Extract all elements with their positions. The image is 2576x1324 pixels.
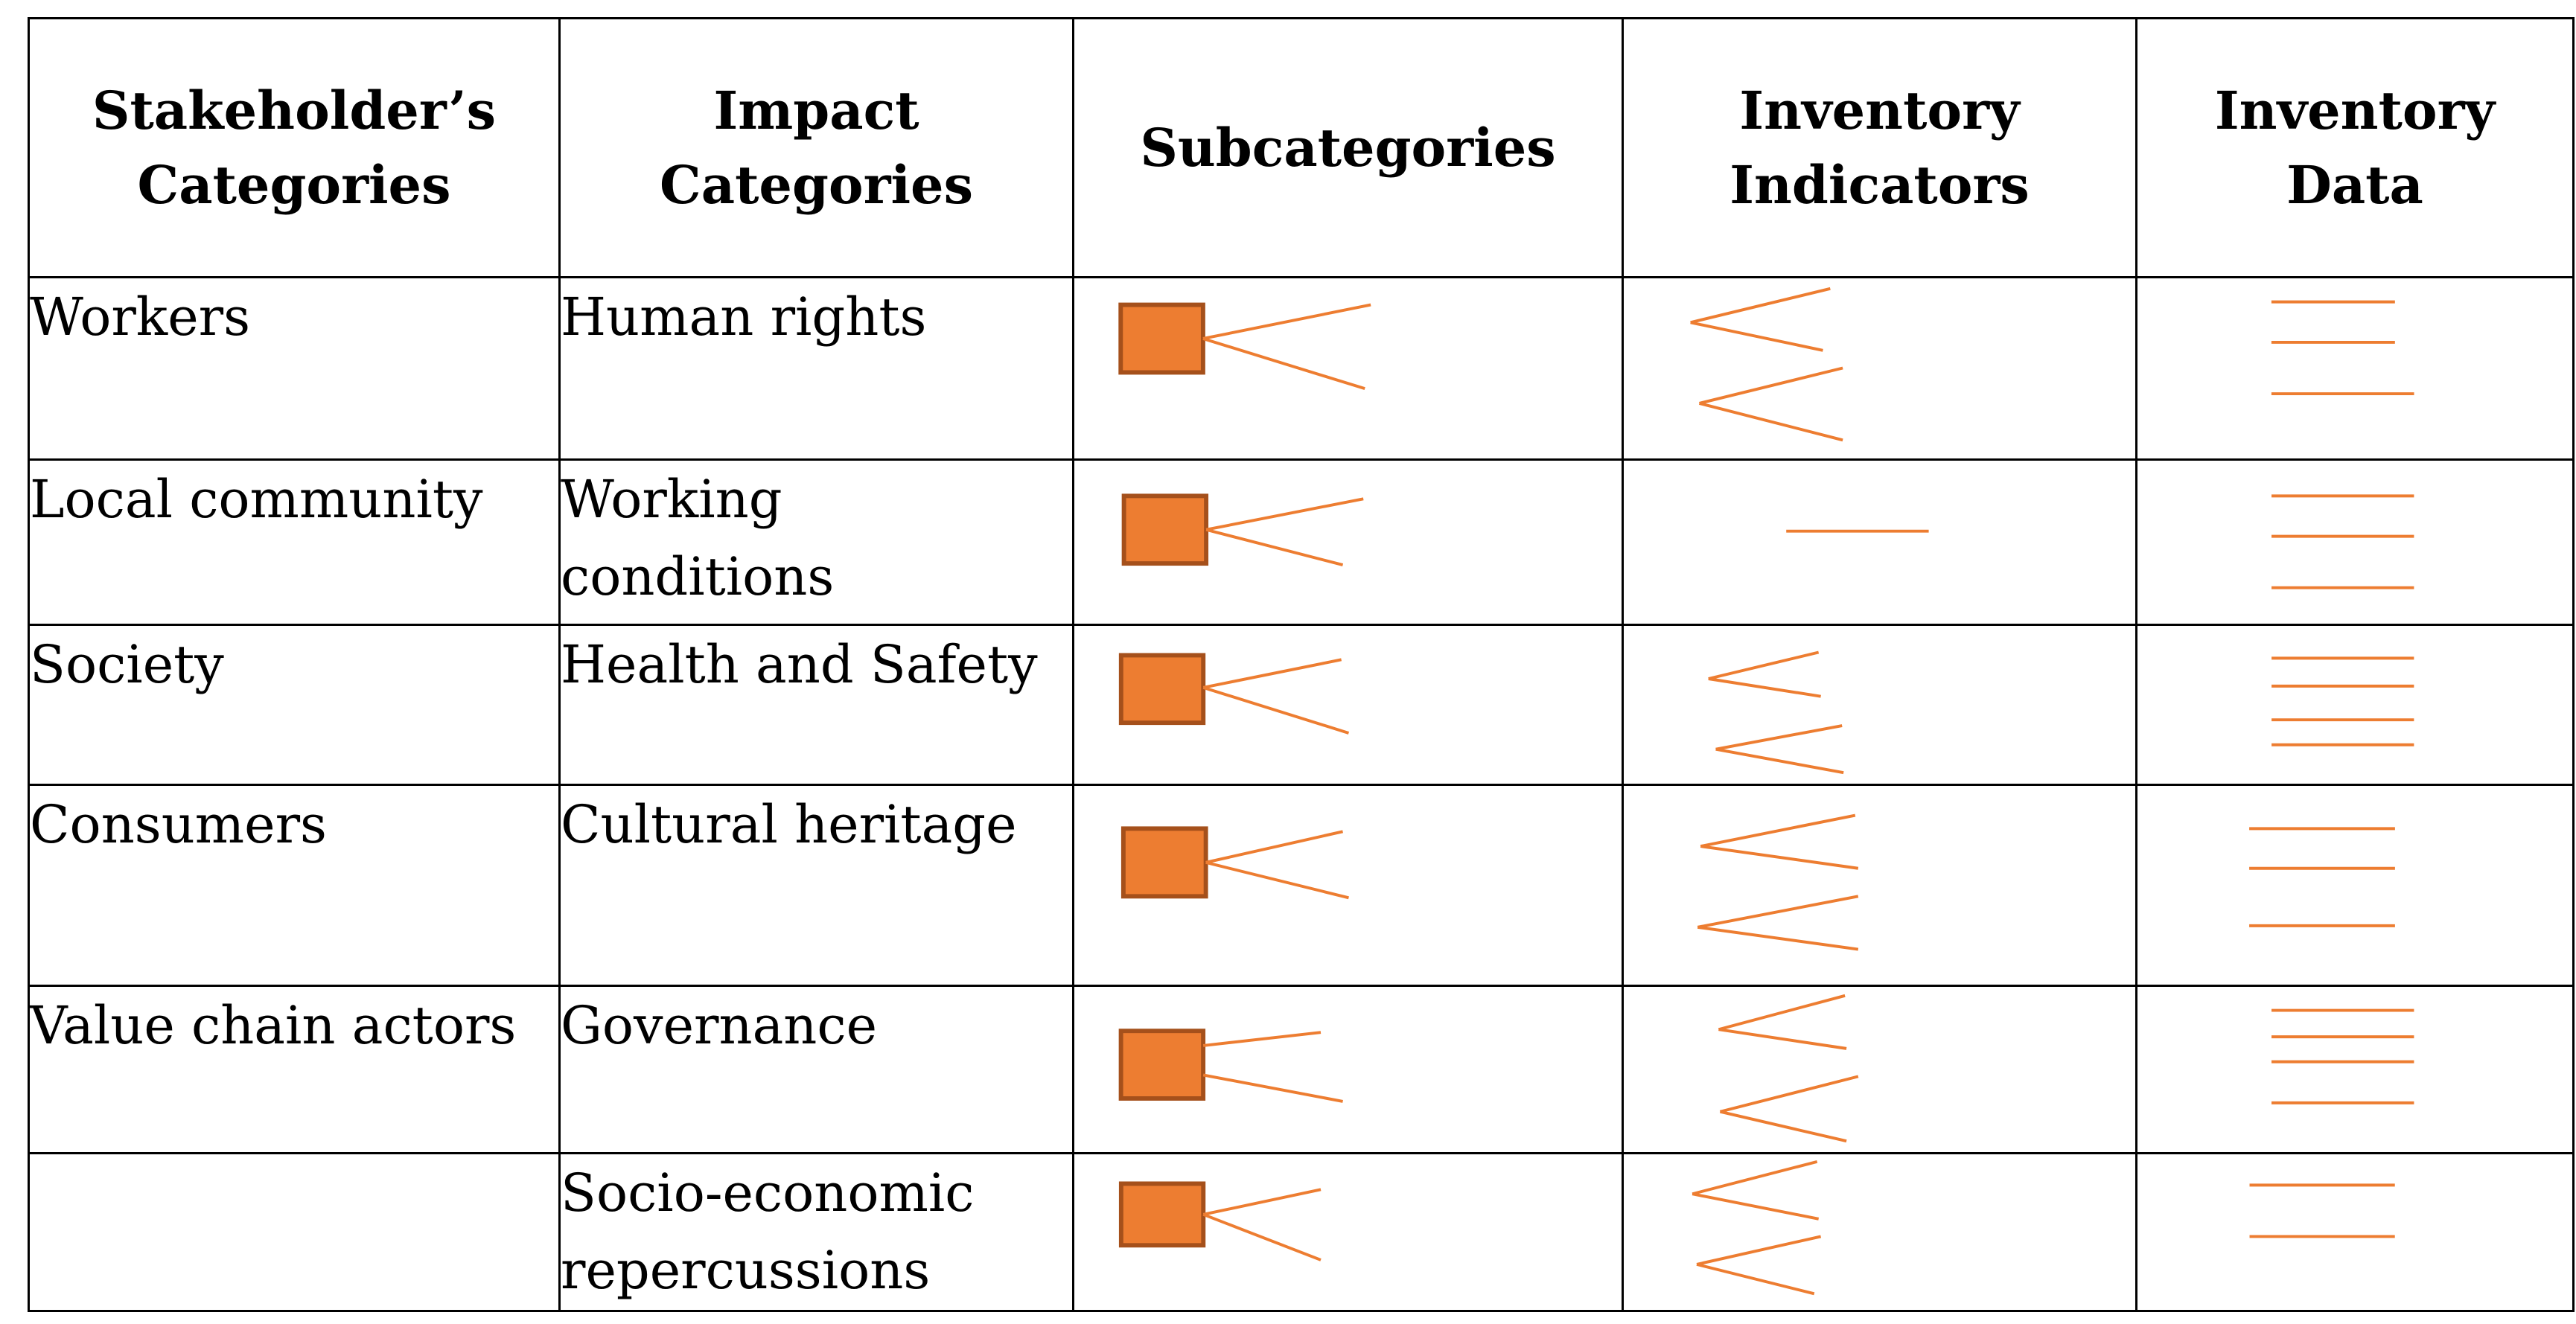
table-row: Workers Human rights <box>28 276 2575 461</box>
table-row: Consumers Cultural heritage <box>28 784 2575 987</box>
orange-square-branch-icon <box>1118 1029 1343 1103</box>
orange-square-branch-icon <box>1121 493 1364 566</box>
stakeholder-cell: Workers <box>28 276 561 461</box>
subcategory-cell <box>1072 624 1624 786</box>
indicator-cell <box>1622 1152 2137 1312</box>
header-subcategories: Subcategories <box>1072 17 1624 278</box>
indicator-cell <box>1622 985 2137 1154</box>
subcategory-cell <box>1072 1152 1624 1312</box>
table-row: Local community Working conditions <box>28 458 2575 626</box>
orange-square-branch-icon <box>1118 302 1371 391</box>
horizontal-lines-icon <box>2271 1008 2414 1104</box>
table-row: Society Health and Safety <box>28 624 2575 786</box>
data-cell <box>2135 458 2575 626</box>
social-lca-framework-table: Stakeholder’s Categories Impact Categori… <box>28 17 2575 1312</box>
table-row: Socio-economic repercussions <box>28 1152 2575 1312</box>
table-row: Value chain actors Governance <box>28 985 2575 1154</box>
stakeholder-cell: Society <box>28 624 561 786</box>
subcategory-cell <box>1072 784 1624 987</box>
indicator-cell <box>1622 624 2137 786</box>
data-cell <box>2135 276 2575 461</box>
indicator-cell <box>1622 458 2137 626</box>
branching-lines-icon <box>1692 1160 1822 1296</box>
horizontal-lines-icon <box>2271 300 2414 396</box>
branching-lines-icon <box>1718 994 1859 1143</box>
header-inventory-indicators: Inventory Indicators <box>1622 17 2137 278</box>
impact-cell: Governance <box>558 985 1074 1154</box>
orange-square-branch-icon <box>1118 653 1350 735</box>
stakeholder-cell: Local community <box>28 458 561 626</box>
branching-lines-icon <box>1690 287 1843 442</box>
data-cell <box>2135 624 2575 786</box>
header-impact-categories: Impact Categories <box>558 17 1074 278</box>
stakeholder-cell: Value chain actors <box>28 985 561 1154</box>
impact-cell: Human rights <box>558 276 1074 461</box>
subcategory-cell <box>1072 276 1624 461</box>
data-cell <box>2135 784 2575 987</box>
stakeholder-cell <box>28 1152 561 1312</box>
subcategory-cell <box>1072 985 1624 1154</box>
header-inventory-data: Inventory Data <box>2135 17 2575 278</box>
orange-square-branch-icon <box>1120 826 1349 900</box>
horizontal-line-icon <box>1786 529 1929 533</box>
indicator-cell <box>1622 784 2137 987</box>
indicator-cell <box>1622 276 2137 461</box>
subcategory-cell <box>1072 458 1624 626</box>
impact-cell: Working conditions <box>558 458 1074 626</box>
horizontal-lines-icon <box>2271 656 2414 746</box>
horizontal-lines-icon <box>2249 1183 2395 1238</box>
data-cell <box>2135 1152 2575 1312</box>
header-stakeholder-categories: Stakeholder’s Categories <box>28 17 561 278</box>
impact-cell: Cultural heritage <box>558 784 1074 987</box>
stakeholder-cell: Consumers <box>28 784 561 987</box>
horizontal-lines-icon <box>2249 827 2395 927</box>
impact-cell: Socio-economic repercussions <box>558 1152 1074 1312</box>
branching-lines-icon <box>1708 650 1844 775</box>
orange-square-branch-icon <box>1118 1181 1322 1261</box>
impact-cell: Health and Safety <box>558 624 1074 786</box>
data-cell <box>2135 985 2575 1154</box>
header-row: Stakeholder’s Categories Impact Categori… <box>28 17 2575 278</box>
horizontal-lines-icon <box>2271 494 2414 589</box>
branching-lines-icon <box>1697 813 1859 951</box>
